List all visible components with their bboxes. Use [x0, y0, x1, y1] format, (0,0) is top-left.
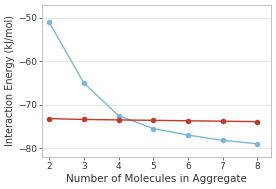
X-axis label: Number of Molecules in Aggregate: Number of Molecules in Aggregate	[66, 174, 247, 184]
Y-axis label: Interaction Energy (kJ/mol): Interaction Energy (kJ/mol)	[5, 15, 15, 146]
